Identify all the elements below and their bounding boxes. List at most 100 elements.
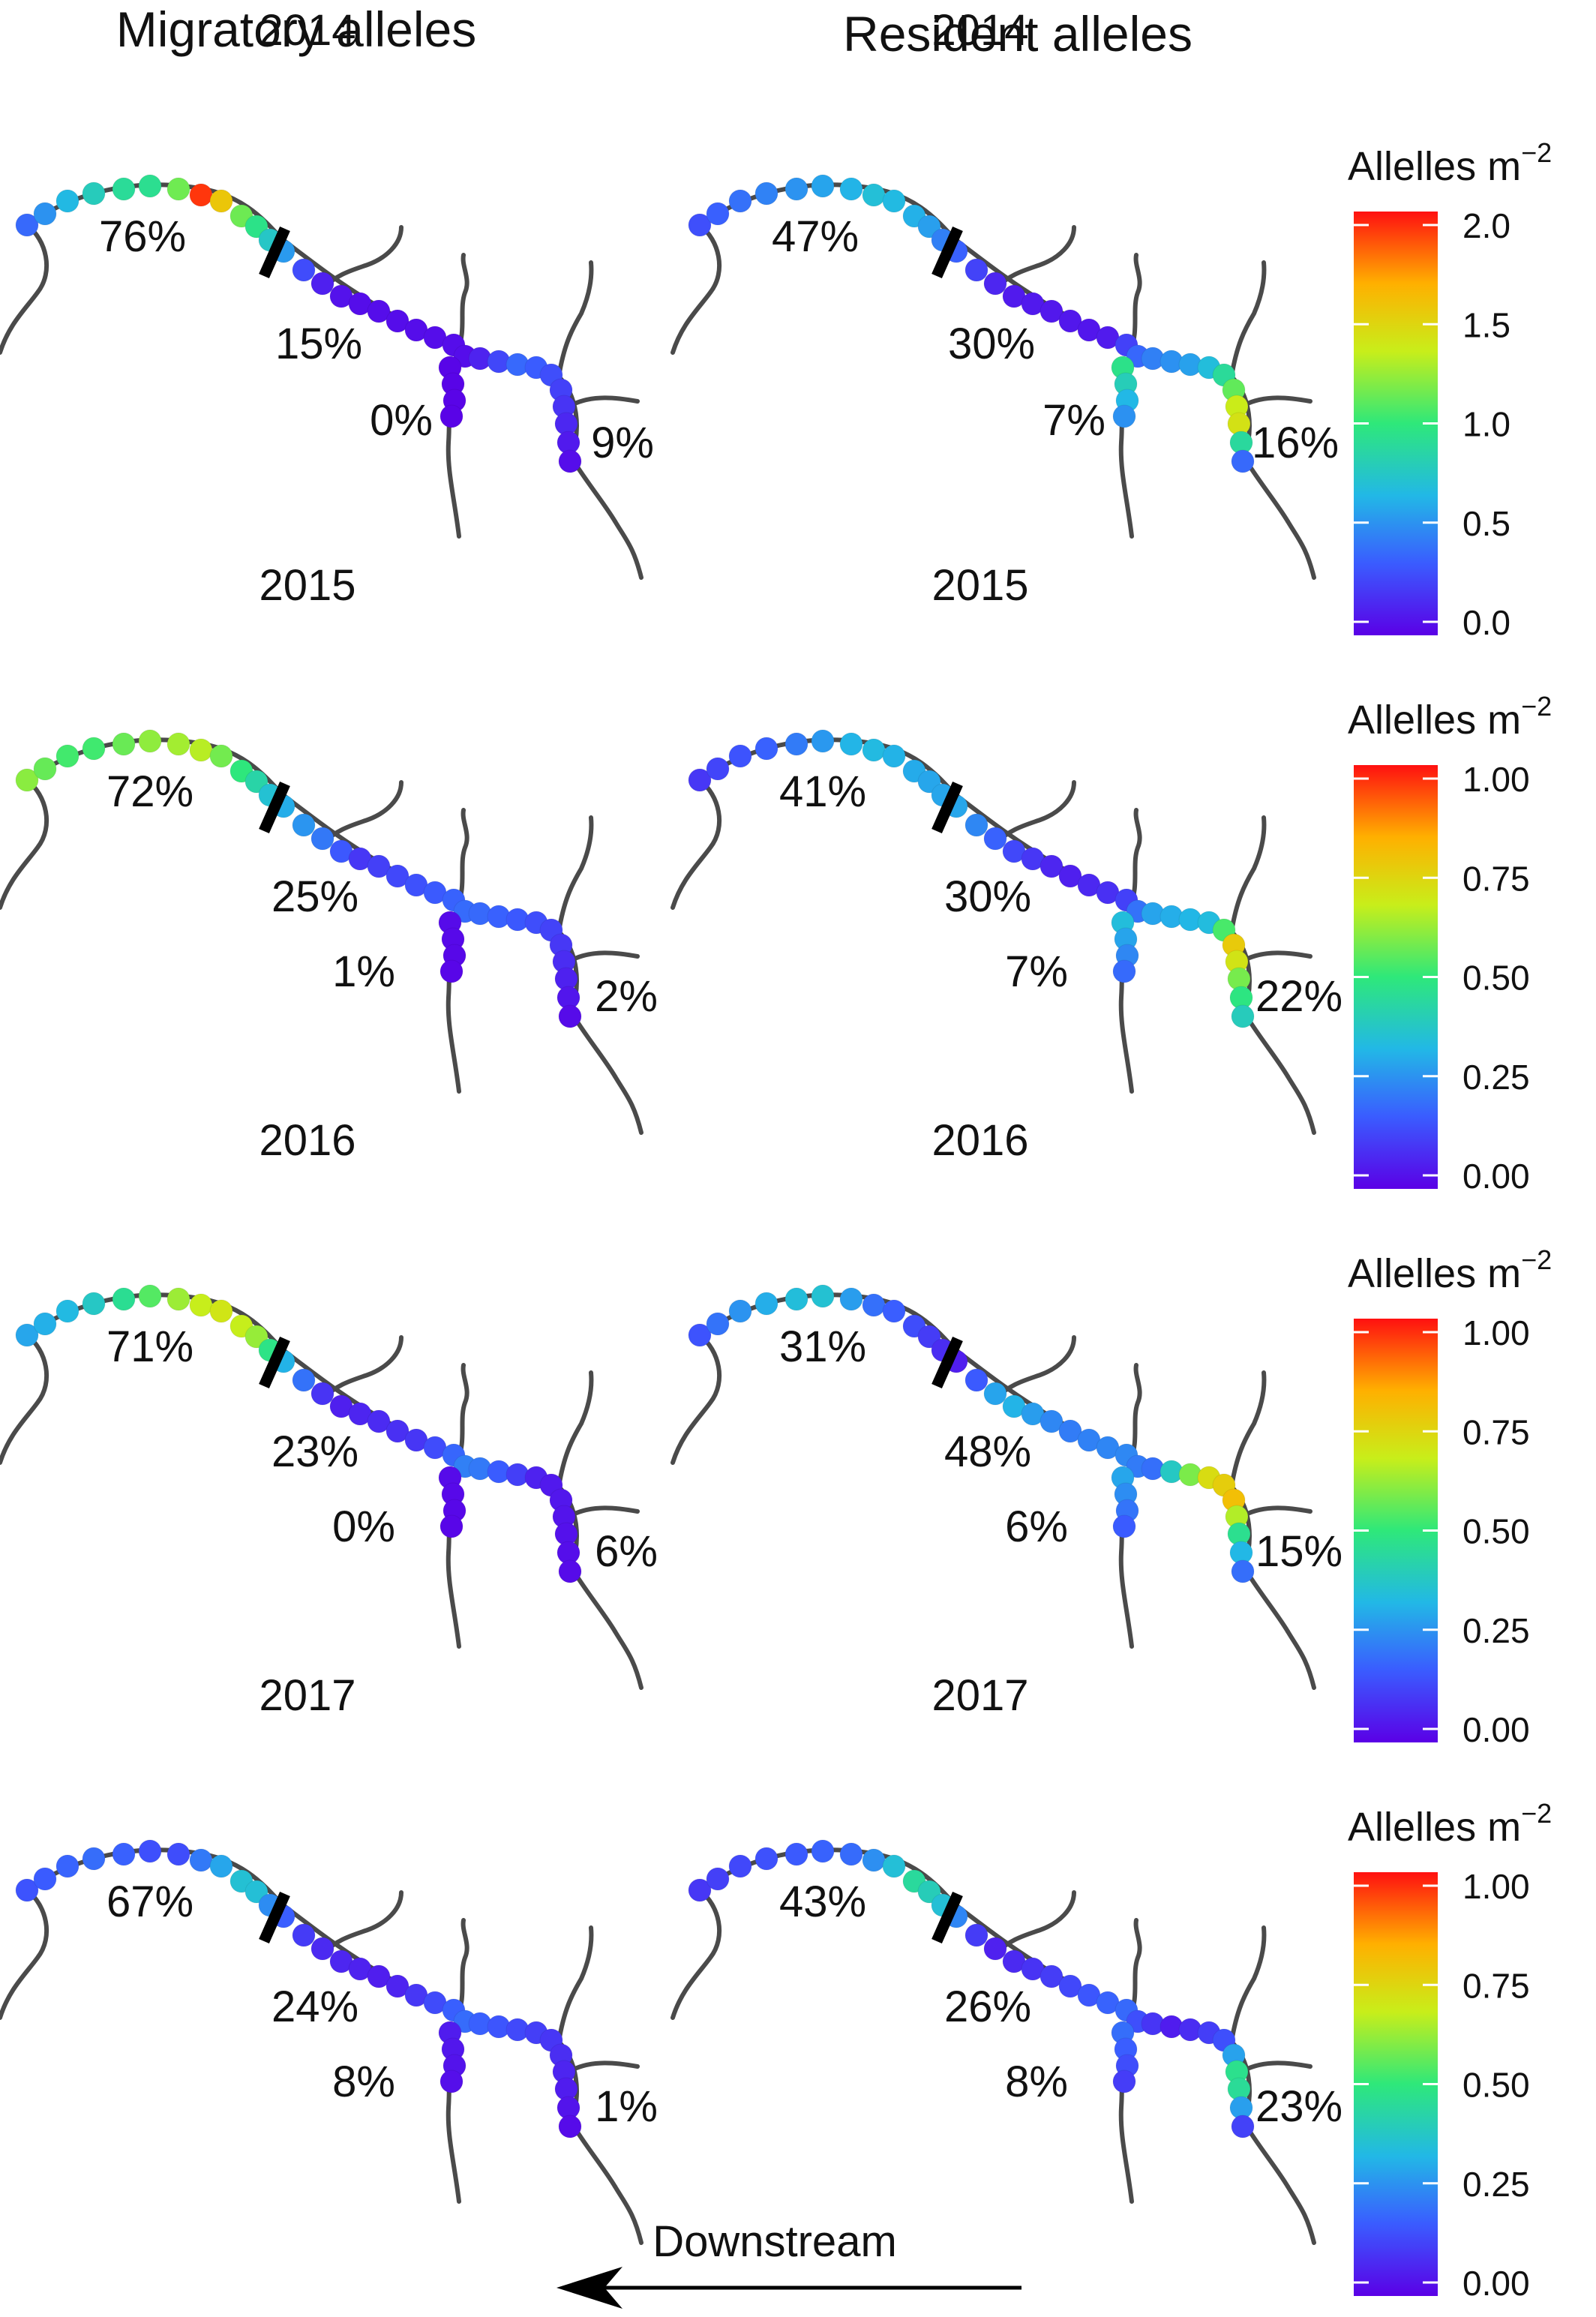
sample-site-dot bbox=[440, 1514, 464, 1538]
percent-label: 67% bbox=[106, 1877, 194, 1926]
sample-site-dot bbox=[15, 1878, 39, 1902]
sample-site-dot bbox=[386, 1974, 410, 1998]
river-path bbox=[1242, 950, 1312, 962]
colorbar-tick-label: 2.0 bbox=[1462, 206, 1510, 245]
river-path bbox=[455, 808, 470, 908]
percent-label: 72% bbox=[106, 767, 194, 816]
sample-site-dot bbox=[386, 864, 410, 888]
river-path bbox=[670, 223, 722, 355]
river-path bbox=[556, 815, 594, 934]
sample-site-dot bbox=[1231, 1559, 1255, 1583]
sample-site-dot bbox=[1231, 449, 1255, 473]
barrier-marker bbox=[932, 1336, 963, 1389]
sample-site-dot bbox=[862, 738, 886, 762]
sample-site-dot bbox=[811, 1284, 835, 1308]
sample-site-dot bbox=[112, 177, 136, 201]
sample-site-dot bbox=[367, 854, 391, 878]
downstream-label: Downstream bbox=[652, 2217, 897, 2266]
sample-site-dot bbox=[82, 182, 106, 206]
river-path bbox=[613, 1629, 644, 1690]
barrier-marker bbox=[932, 781, 963, 834]
percent-label: 41% bbox=[779, 767, 866, 816]
river-path bbox=[670, 778, 722, 910]
percent-label: 2% bbox=[595, 972, 658, 1021]
sample-site-dot bbox=[292, 1923, 316, 1947]
colorbar-tick-label: 0.50 bbox=[1462, 959, 1530, 998]
river-path bbox=[320, 1335, 404, 1401]
sample-site-dot bbox=[558, 2114, 582, 2138]
sample-site-dot bbox=[440, 959, 464, 983]
colorbar-tick-label: 0.50 bbox=[1462, 1512, 1530, 1551]
river-path bbox=[320, 225, 404, 291]
sample-site-dot bbox=[964, 258, 988, 282]
colorbar-tick-label: 1.0 bbox=[1462, 405, 1510, 444]
sample-site-dot bbox=[1040, 1409, 1064, 1433]
sample-site-dot bbox=[56, 1299, 80, 1323]
river-path bbox=[1286, 519, 1316, 580]
river-path bbox=[993, 1890, 1076, 1956]
sample-site-dot bbox=[82, 1292, 106, 1316]
sample-site-dot bbox=[1040, 299, 1064, 323]
barrier-marker bbox=[932, 1891, 963, 1944]
sample-site-dot bbox=[688, 1878, 712, 1902]
map-panel-migratory-2014: 2014 76% 15%0% 9% bbox=[0, 6, 654, 580]
river-path bbox=[1128, 1363, 1142, 1463]
sample-site-dot bbox=[56, 189, 80, 213]
percent-label: 1% bbox=[332, 947, 395, 996]
sample-site-dot bbox=[82, 1847, 106, 1871]
percent-label: 25% bbox=[272, 872, 358, 921]
sample-site-dot bbox=[706, 1867, 730, 1891]
sample-site-dot bbox=[33, 1312, 57, 1336]
colorbar-legend: Allelles m−2 1.00 0.75 0.50 0.25 0.00 bbox=[1348, 1244, 1552, 1749]
percent-label: 0% bbox=[332, 1502, 395, 1551]
river-path bbox=[569, 395, 640, 407]
sample-site-dot bbox=[728, 189, 752, 213]
sample-site-dot bbox=[15, 1323, 39, 1347]
sample-site-dot bbox=[56, 1854, 80, 1878]
year-label: 2015 bbox=[932, 561, 1028, 610]
colorbar-legend: Allelles m−2 2.0 1.5 1.0 0.5 0.0 bbox=[1348, 137, 1552, 642]
map-panel-resident-2017: 2017 43% 26% 8% 23% bbox=[670, 1671, 1342, 2245]
sample-site-dot bbox=[33, 757, 57, 781]
sample-site-dot bbox=[728, 1299, 752, 1323]
river-path bbox=[613, 2184, 644, 2245]
river-path bbox=[1229, 815, 1267, 934]
sample-site-dot bbox=[189, 738, 213, 762]
sample-site-dot bbox=[882, 744, 906, 768]
percent-label: 30% bbox=[948, 320, 1035, 368]
sample-site-dot bbox=[33, 202, 57, 226]
sample-site-dot bbox=[839, 177, 863, 201]
sample-site-dot bbox=[558, 1004, 582, 1028]
colorbar-tick-label: 0.0 bbox=[1462, 603, 1510, 642]
sample-site-dot bbox=[367, 1964, 391, 1988]
sample-site-dot bbox=[166, 1287, 190, 1311]
sample-site-dot bbox=[386, 1419, 410, 1443]
sample-site-dot bbox=[166, 1842, 190, 1866]
sample-site-dot bbox=[754, 737, 778, 761]
sample-site-dot bbox=[754, 1847, 778, 1871]
river-path bbox=[569, 1505, 640, 1517]
river-path bbox=[1128, 1918, 1142, 2018]
barrier-marker bbox=[259, 1891, 290, 1944]
sample-site-dot bbox=[112, 732, 136, 756]
river-path bbox=[613, 1074, 644, 1135]
sample-site-dot bbox=[310, 827, 334, 851]
river-path bbox=[556, 1370, 594, 1489]
percent-label: 15% bbox=[1256, 1527, 1342, 1576]
year-label: 2014 bbox=[932, 6, 1028, 55]
percent-label: 22% bbox=[1256, 972, 1342, 1021]
percent-label: 24% bbox=[272, 1982, 358, 2031]
river-path bbox=[320, 780, 404, 846]
sample-site-dot bbox=[983, 272, 1007, 296]
river-path bbox=[455, 1363, 470, 1463]
header-migratory: Migratory alleles bbox=[116, 2, 477, 57]
map-panel-migratory-2016: 2016 71% 23% 0% 6% bbox=[0, 1116, 658, 1690]
sample-site-dot bbox=[138, 729, 162, 753]
sample-site-dot bbox=[754, 182, 778, 206]
river-path bbox=[993, 225, 1076, 291]
percent-label: 76% bbox=[99, 212, 186, 261]
river-path bbox=[1128, 253, 1142, 353]
sample-site-dot bbox=[862, 183, 886, 207]
colorbar-title: Allelles m−2 bbox=[1348, 691, 1552, 743]
